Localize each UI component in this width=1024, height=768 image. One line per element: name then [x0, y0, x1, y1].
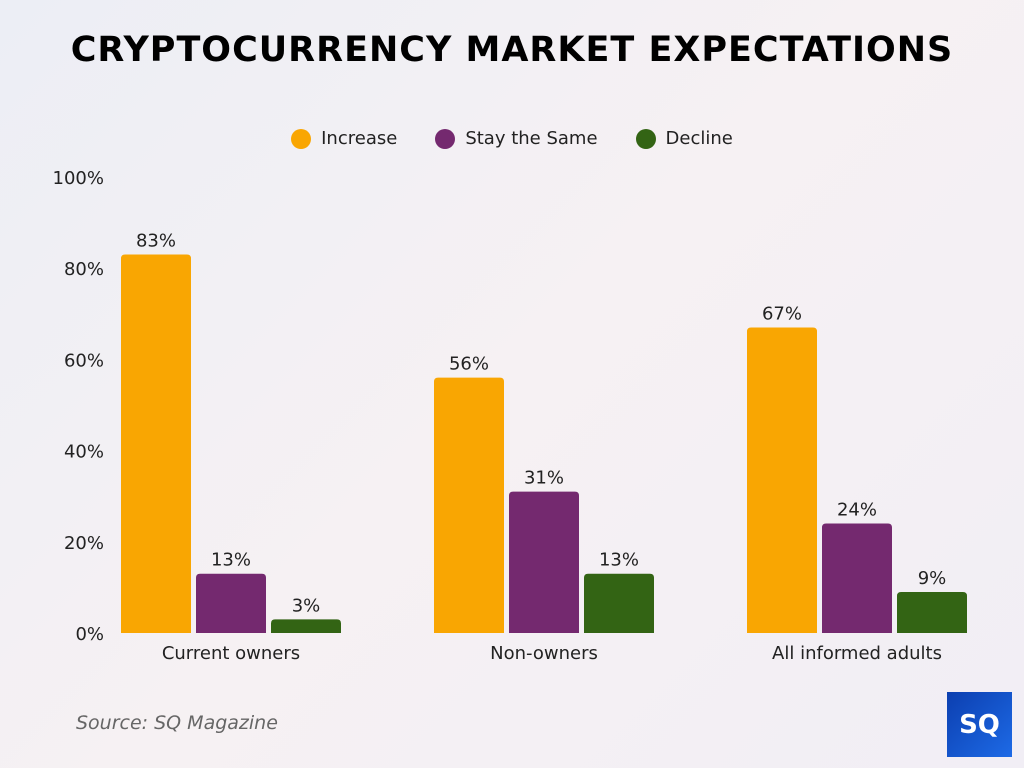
legend-item: Stay the Same — [435, 128, 598, 149]
y-tick-label: 60% — [64, 350, 104, 371]
bar-increase — [121, 254, 191, 633]
data-label: 24% — [837, 500, 877, 521]
legend-swatch — [291, 128, 312, 149]
y-tick-label: 20% — [64, 533, 104, 554]
x-tick-label: All informed adults — [772, 643, 942, 664]
bar-stay-the-same — [822, 523, 892, 633]
legend-label: Increase — [321, 128, 398, 149]
y-tick-label: 40% — [64, 442, 104, 463]
bar-stay-the-same — [509, 491, 579, 633]
x-tick-label: Non-owners — [490, 643, 598, 664]
legend-swatch — [435, 128, 456, 149]
data-label: 83% — [136, 231, 176, 252]
legend-item: Decline — [635, 128, 733, 149]
data-label: 31% — [524, 468, 564, 489]
data-label: 67% — [762, 303, 802, 324]
data-label: 13% — [211, 550, 251, 571]
bar-decline — [271, 619, 341, 633]
legend-swatch — [635, 128, 656, 149]
bar-decline — [897, 591, 967, 633]
y-tick-label: 80% — [64, 259, 104, 280]
data-label: 9% — [918, 568, 947, 589]
data-label: 13% — [599, 550, 639, 571]
data-label: 3% — [292, 595, 321, 616]
sq-logo: SQ — [947, 692, 1012, 757]
legend-item: Increase — [291, 128, 397, 149]
legend-label: Decline — [665, 128, 733, 149]
y-tick-label: 100% — [53, 168, 104, 189]
legend-label: Stay the Same — [465, 128, 598, 149]
bar-increase — [747, 327, 817, 633]
y-tick-label: 0% — [75, 624, 104, 645]
legend: Increase Stay the Same Decline — [0, 128, 1024, 149]
bar-decline — [584, 573, 654, 633]
bar-increase — [434, 377, 504, 633]
chart-title: CRYPTOCURRENCY MARKET EXPECTATIONS — [70, 30, 954, 70]
bar-stay-the-same — [196, 573, 266, 633]
x-tick-label: Current owners — [162, 643, 300, 664]
data-label: 56% — [449, 354, 489, 375]
source-text: Source: SQ Magazine — [76, 712, 278, 734]
